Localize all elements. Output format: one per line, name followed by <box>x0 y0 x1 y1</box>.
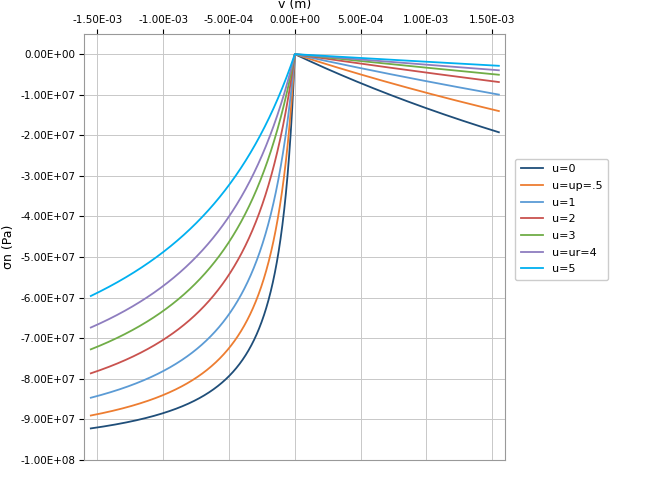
u=2 <box>391 65 399 71</box>
u=2 <box>87 370 95 376</box>
u=ur=4 <box>391 59 399 65</box>
u=5 <box>87 293 95 299</box>
u=ur=4 <box>495 67 503 73</box>
u=5 <box>295 51 303 57</box>
u=2 <box>146 345 154 350</box>
u=1 <box>391 72 399 78</box>
u=up=.5 <box>495 108 503 114</box>
Line: u=2: u=2 <box>91 54 499 373</box>
u=ur=4 <box>136 299 144 305</box>
u=up=.5 <box>324 62 332 68</box>
u=3 <box>295 52 303 58</box>
u=3 <box>291 51 299 57</box>
u=3 <box>136 323 144 329</box>
u=3 <box>87 347 95 352</box>
u=ur=4 <box>295 52 303 58</box>
Line: u=up=.5: u=up=.5 <box>91 54 499 415</box>
u=1 <box>495 91 503 97</box>
u=5 <box>136 266 144 272</box>
u=2 <box>495 79 503 85</box>
Line: u=3: u=3 <box>91 54 499 349</box>
Line: u=ur=4: u=ur=4 <box>91 54 499 328</box>
u=0 <box>235 362 243 368</box>
u=ur=4 <box>235 198 243 204</box>
u=up=.5 <box>291 51 299 57</box>
u=3 <box>324 55 332 60</box>
u=up=.5 <box>136 401 144 407</box>
u=up=.5 <box>295 53 303 59</box>
u=0 <box>87 425 95 431</box>
u=3 <box>146 317 154 322</box>
u=0 <box>146 414 154 420</box>
u=5 <box>495 63 503 69</box>
Line: u=5: u=5 <box>91 54 499 296</box>
u=up=.5 <box>235 332 243 337</box>
u=3 <box>235 223 243 228</box>
u=0 <box>324 66 332 72</box>
u=ur=4 <box>87 325 95 331</box>
u=2 <box>235 255 243 261</box>
X-axis label: v (m): v (m) <box>278 0 312 11</box>
u=5 <box>324 53 332 59</box>
u=ur=4 <box>291 51 299 57</box>
u=5 <box>235 168 243 174</box>
u=ur=4 <box>146 292 154 298</box>
u=1 <box>324 59 332 64</box>
u=2 <box>295 52 303 58</box>
Y-axis label: σn (Pa): σn (Pa) <box>2 225 15 269</box>
u=1 <box>291 51 299 57</box>
u=0 <box>391 93 399 99</box>
u=2 <box>291 51 299 57</box>
u=5 <box>146 258 154 264</box>
u=5 <box>391 57 399 63</box>
u=1 <box>87 395 95 401</box>
u=3 <box>495 72 503 77</box>
u=2 <box>136 350 144 356</box>
u=up=.5 <box>87 412 95 418</box>
Legend: u=0, u=up=.5, u=1, u=2, u=3, u=ur=4, u=5: u=0, u=up=.5, u=1, u=2, u=3, u=ur=4, u=5 <box>515 159 608 280</box>
u=1 <box>136 379 144 385</box>
u=1 <box>295 52 303 58</box>
u=up=.5 <box>146 397 154 403</box>
Line: u=1: u=1 <box>91 54 499 398</box>
u=up=.5 <box>391 81 399 87</box>
u=5 <box>291 51 299 57</box>
u=0 <box>295 53 303 59</box>
u=ur=4 <box>324 54 332 60</box>
u=0 <box>136 417 144 423</box>
Line: u=0: u=0 <box>91 54 499 428</box>
u=1 <box>235 296 243 302</box>
u=3 <box>391 61 399 67</box>
u=0 <box>495 129 503 135</box>
u=0 <box>291 51 299 57</box>
u=1 <box>146 375 154 380</box>
u=2 <box>324 56 332 62</box>
